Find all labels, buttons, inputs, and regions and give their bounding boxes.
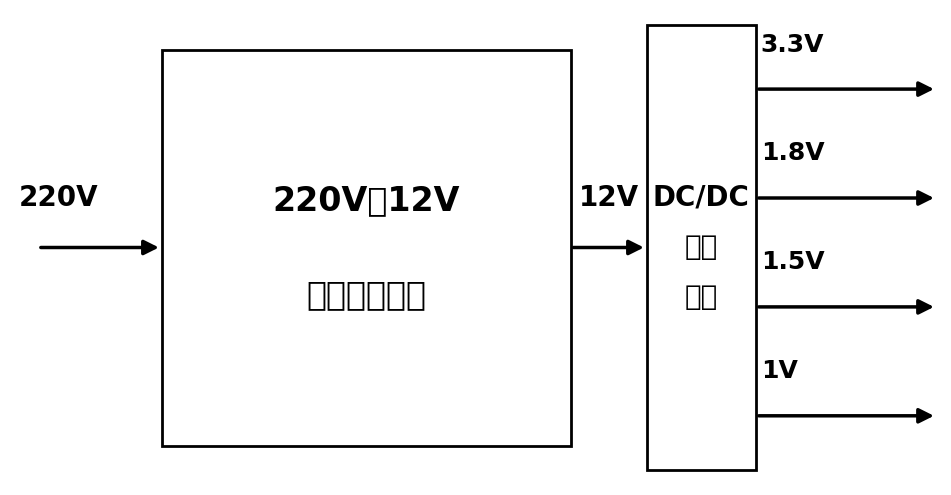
Text: 开关电源模块: 开关电源模块	[306, 278, 426, 311]
Text: 1.5V: 1.5V	[761, 250, 825, 274]
Text: 1.8V: 1.8V	[761, 142, 825, 165]
Bar	[162, 50, 571, 446]
Bar	[647, 25, 756, 470]
Text: 3.3V: 3.3V	[761, 33, 825, 56]
Text: 模块: 模块	[685, 283, 718, 311]
Text: DC/DC: DC/DC	[653, 184, 749, 212]
Text: 220V: 220V	[19, 184, 99, 212]
Text: 12V: 12V	[578, 184, 639, 212]
Text: 1V: 1V	[761, 359, 798, 383]
Text: 220V转12V: 220V转12V	[272, 184, 460, 217]
Text: 电源: 电源	[685, 234, 718, 261]
